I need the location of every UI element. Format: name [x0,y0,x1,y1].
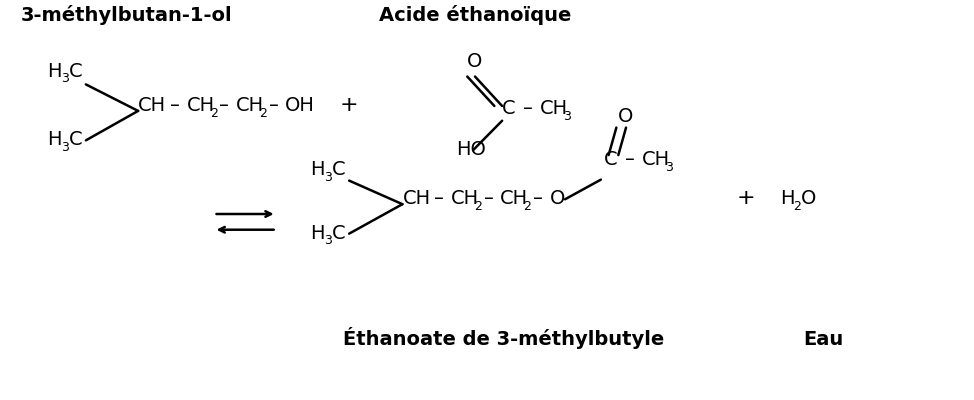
Text: 2: 2 [209,107,217,120]
Text: OH: OH [285,96,316,115]
Text: 3: 3 [324,234,332,248]
Text: 3-méthylbutan-1-ol: 3-méthylbutan-1-ol [20,4,233,24]
Text: H: H [780,189,795,208]
Text: 3: 3 [60,141,68,154]
Text: CH: CH [540,99,568,118]
Text: +: + [736,188,756,208]
Text: CH: CH [451,189,479,208]
Text: O: O [618,107,633,126]
Text: 3: 3 [324,171,332,184]
Text: C: C [332,160,346,179]
Text: Eau: Eau [804,330,843,349]
Text: C: C [332,224,346,242]
Text: HO: HO [456,140,485,159]
Text: CH: CH [642,150,670,169]
Text: –: – [219,96,229,115]
Text: H: H [311,224,325,242]
Text: 3: 3 [665,161,673,174]
Text: C: C [604,150,618,169]
Text: Éthanoate de 3-méthylbutyle: Éthanoate de 3-méthylbutyle [344,327,664,349]
Text: –: – [484,189,494,208]
Text: H: H [311,160,325,179]
Text: –: – [533,189,543,208]
Text: CH: CH [138,96,167,115]
Text: –: – [434,189,444,208]
Text: C: C [503,99,516,118]
Text: CH: CH [236,96,264,115]
Text: 3: 3 [563,110,571,123]
Text: O: O [468,52,483,71]
Text: O: O [549,189,565,208]
Text: +: + [340,95,358,115]
Text: –: – [269,96,279,115]
Text: 2: 2 [259,107,267,120]
Text: –: – [170,96,180,115]
Text: H: H [47,130,61,149]
Text: H: H [47,62,61,80]
Text: –: – [523,99,534,118]
Text: CH: CH [402,189,431,208]
Text: CH: CH [187,96,214,115]
Text: Acide éthanoïque: Acide éthanoïque [379,4,571,24]
Text: O: O [802,189,816,208]
Text: –: – [625,150,635,169]
Text: C: C [68,62,82,80]
Text: 2: 2 [523,200,531,213]
Text: CH: CH [501,189,528,208]
Text: 2: 2 [474,200,482,213]
Text: 2: 2 [794,200,802,213]
Text: C: C [68,130,82,149]
Text: 3: 3 [60,72,68,86]
